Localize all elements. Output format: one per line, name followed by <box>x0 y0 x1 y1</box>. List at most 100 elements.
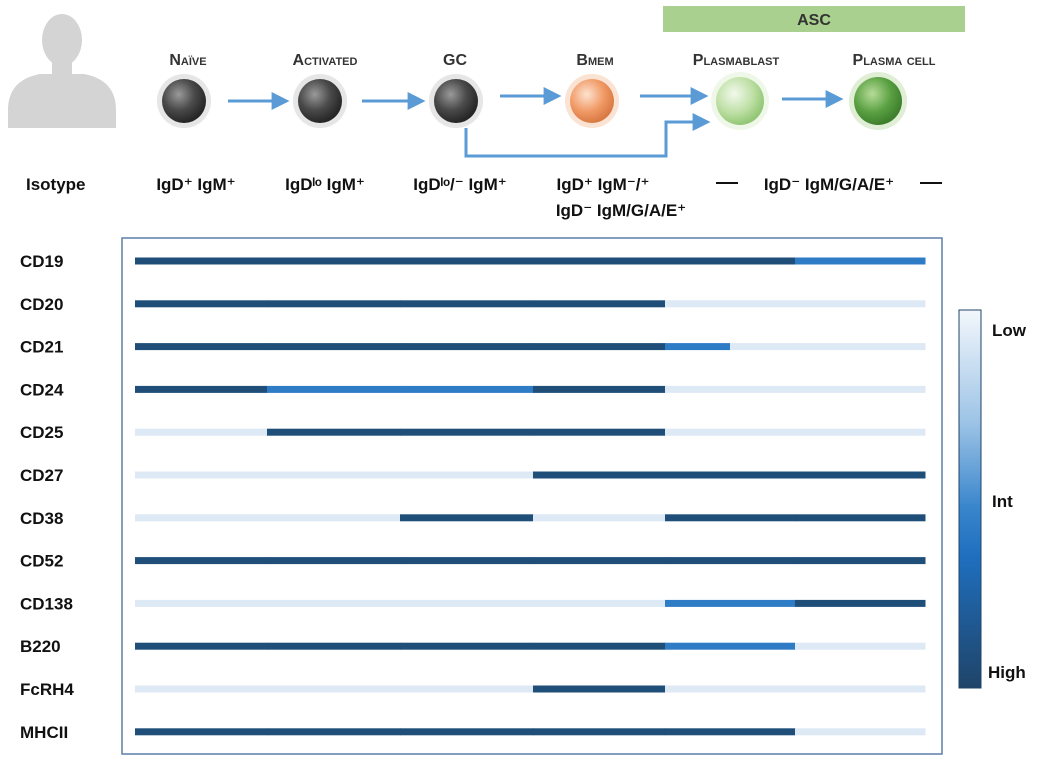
marker-bar-cd24-stage-1 <box>135 385 268 393</box>
marker-label-cd52: CD52 <box>20 552 63 571</box>
marker-bar-cd38-stage-2 <box>267 514 401 522</box>
marker-bar-cd27-stage-2 <box>267 471 401 479</box>
arrow-gc-to-plasmablast <box>464 113 711 158</box>
marker-bar-cd21-stage-6 <box>795 343 926 351</box>
marker-bar-cd52-stage-3 <box>400 557 534 565</box>
stage-name-activated: Activated <box>293 52 358 69</box>
marker-bar-cd25-stage-5 <box>665 428 796 436</box>
marker-bar-fcrh4-stage-3 <box>400 685 534 693</box>
marker-bar-cd20-stage-5 <box>665 300 796 308</box>
marker-bar-cd19-stage-3 <box>400 257 534 265</box>
marker-bar-cd20-stage-1 <box>135 300 268 308</box>
marker-label-cd21: CD21 <box>20 338 63 357</box>
marker-bar-cd20-stage-6 <box>795 300 926 308</box>
marker-bar-cd19-stage-1 <box>135 257 268 265</box>
marker-bar-cd21-stage-5-2 <box>730 343 796 351</box>
marker-bar-cd138-stage-4 <box>533 599 666 607</box>
marker-bar-b220-stage-3 <box>400 642 534 650</box>
stage-name-gc: GC <box>443 52 467 69</box>
marker-bar-mhcii-stage-4 <box>533 728 666 736</box>
marker-bar-cd20-stage-3 <box>400 300 534 308</box>
marker-bar-cd27-stage-5 <box>665 471 796 479</box>
marker-bar-cd52-stage-2 <box>267 557 401 565</box>
marker-bar-cd21-stage-4 <box>533 343 666 351</box>
cell-naive-icon <box>157 74 211 128</box>
marker-bar-mhcii-stage-2 <box>267 728 401 736</box>
marker-label-cd24: CD24 <box>20 380 64 399</box>
marker-bar-cd24-stage-5 <box>665 385 796 393</box>
marker-label-cd25: CD25 <box>20 423 63 442</box>
marker-bar-cd138-stage-2 <box>267 599 401 607</box>
marker-bar-cd24-stage-2 <box>267 385 401 393</box>
marker-bar-b220-stage-1 <box>135 642 268 650</box>
legend-colorbar <box>958 309 982 689</box>
asc-banner <box>663 6 965 32</box>
marker-bar-cd25-stage-2 <box>267 428 401 436</box>
marker-bar-cd138-stage-1 <box>135 599 268 607</box>
marker-bar-mhcii-stage-3 <box>400 728 534 736</box>
marker-bar-cd38-stage-4 <box>533 514 666 522</box>
marker-bar-cd25-stage-3 <box>400 428 534 436</box>
legend-high: High <box>988 663 1026 682</box>
marker-bar-cd19-stage-2 <box>267 257 401 265</box>
marker-bar-cd138-stage-3 <box>400 599 534 607</box>
marker-bar-cd19-stage-4 <box>533 257 666 265</box>
cell-plasma-cell-icon <box>849 72 907 130</box>
marker-bar-cd19-stage-5 <box>665 257 796 265</box>
isotype-asc: IgD⁻ IgM/G/A/E⁺ <box>764 175 894 194</box>
marker-bar-cd25-stage-1 <box>135 428 268 436</box>
marker-label-mhcii: MHCII <box>20 723 68 742</box>
cell-activated-icon <box>293 74 347 128</box>
stage-name-plasmablast: Plasmablast <box>693 52 780 69</box>
marker-bar-b220-stage-4 <box>533 642 666 650</box>
marker-panel-frame <box>121 237 943 755</box>
marker-label-cd138: CD138 <box>20 594 73 613</box>
marker-label-cd38: CD38 <box>20 509 63 528</box>
marker-bar-cd52-stage-4 <box>533 557 666 565</box>
cell-plasmablast-icon <box>711 72 769 130</box>
marker-bar-cd27-stage-4 <box>533 471 666 479</box>
marker-bar-fcrh4-stage-2 <box>267 685 401 693</box>
marker-bar-mhcii-stage-1 <box>135 728 268 736</box>
marker-bar-cd138-stage-6 <box>795 599 926 607</box>
marker-bar-b220-stage-6 <box>795 642 926 650</box>
marker-bar-cd38-stage-6 <box>795 514 926 522</box>
marker-bar-fcrh4-stage-4 <box>533 685 666 693</box>
marker-bar-cd21-stage-3 <box>400 343 534 351</box>
marker-bar-fcrh4-stage-5 <box>665 685 796 693</box>
marker-label-cd27: CD27 <box>20 466 63 485</box>
marker-bar-cd21-stage-1 <box>135 343 268 351</box>
isotype-naive: IgD⁺ IgM⁺ <box>156 175 235 194</box>
isotype-bmem-line2: IgD⁻ IgM/G/A/E⁺ <box>556 201 686 220</box>
human-silhouette-icon <box>8 14 116 128</box>
legend-low: Low <box>992 321 1027 340</box>
marker-bar-cd52-stage-1 <box>135 557 268 565</box>
marker-bar-mhcii-stage-6 <box>795 728 926 736</box>
isotype-gc: IgDˡᵒ/⁻ IgM⁺ <box>413 175 506 194</box>
marker-label-b220: B220 <box>20 637 61 656</box>
marker-bar-cd27-stage-1 <box>135 471 268 479</box>
marker-bar-cd19-stage-6 <box>795 257 926 265</box>
marker-bar-cd138-stage-5 <box>665 599 796 607</box>
marker-bar-cd27-stage-6 <box>795 471 926 479</box>
isotype-bmem-line1: IgD⁺ IgM⁻/⁺ <box>556 175 649 194</box>
marker-label-fcrh4: FcRH4 <box>20 680 74 699</box>
marker-bar-fcrh4-stage-6 <box>795 685 926 693</box>
marker-bar-cd24-stage-4 <box>533 385 666 393</box>
marker-bar-cd27-stage-3 <box>400 471 534 479</box>
cell-gc-icon <box>429 74 483 128</box>
cell-bmem-icon <box>565 74 619 128</box>
marker-bar-cd38-stage-3 <box>400 514 534 522</box>
stage-name-plasma-cell: Plasma cell <box>853 52 936 69</box>
marker-bar-cd21-stage-2 <box>267 343 401 351</box>
marker-bar-cd52-stage-5 <box>665 557 796 565</box>
marker-bar-cd24-stage-6 <box>795 385 926 393</box>
isotype-label: Isotype <box>26 175 86 194</box>
marker-bar-fcrh4-stage-1 <box>135 685 268 693</box>
marker-bar-cd52-stage-6 <box>795 557 926 565</box>
marker-bar-cd20-stage-4 <box>533 300 666 308</box>
marker-bar-mhcii-stage-5 <box>665 728 796 736</box>
isotype-activated: IgDˡᵒ IgM⁺ <box>285 175 365 194</box>
asc-label: ASC <box>797 12 831 29</box>
